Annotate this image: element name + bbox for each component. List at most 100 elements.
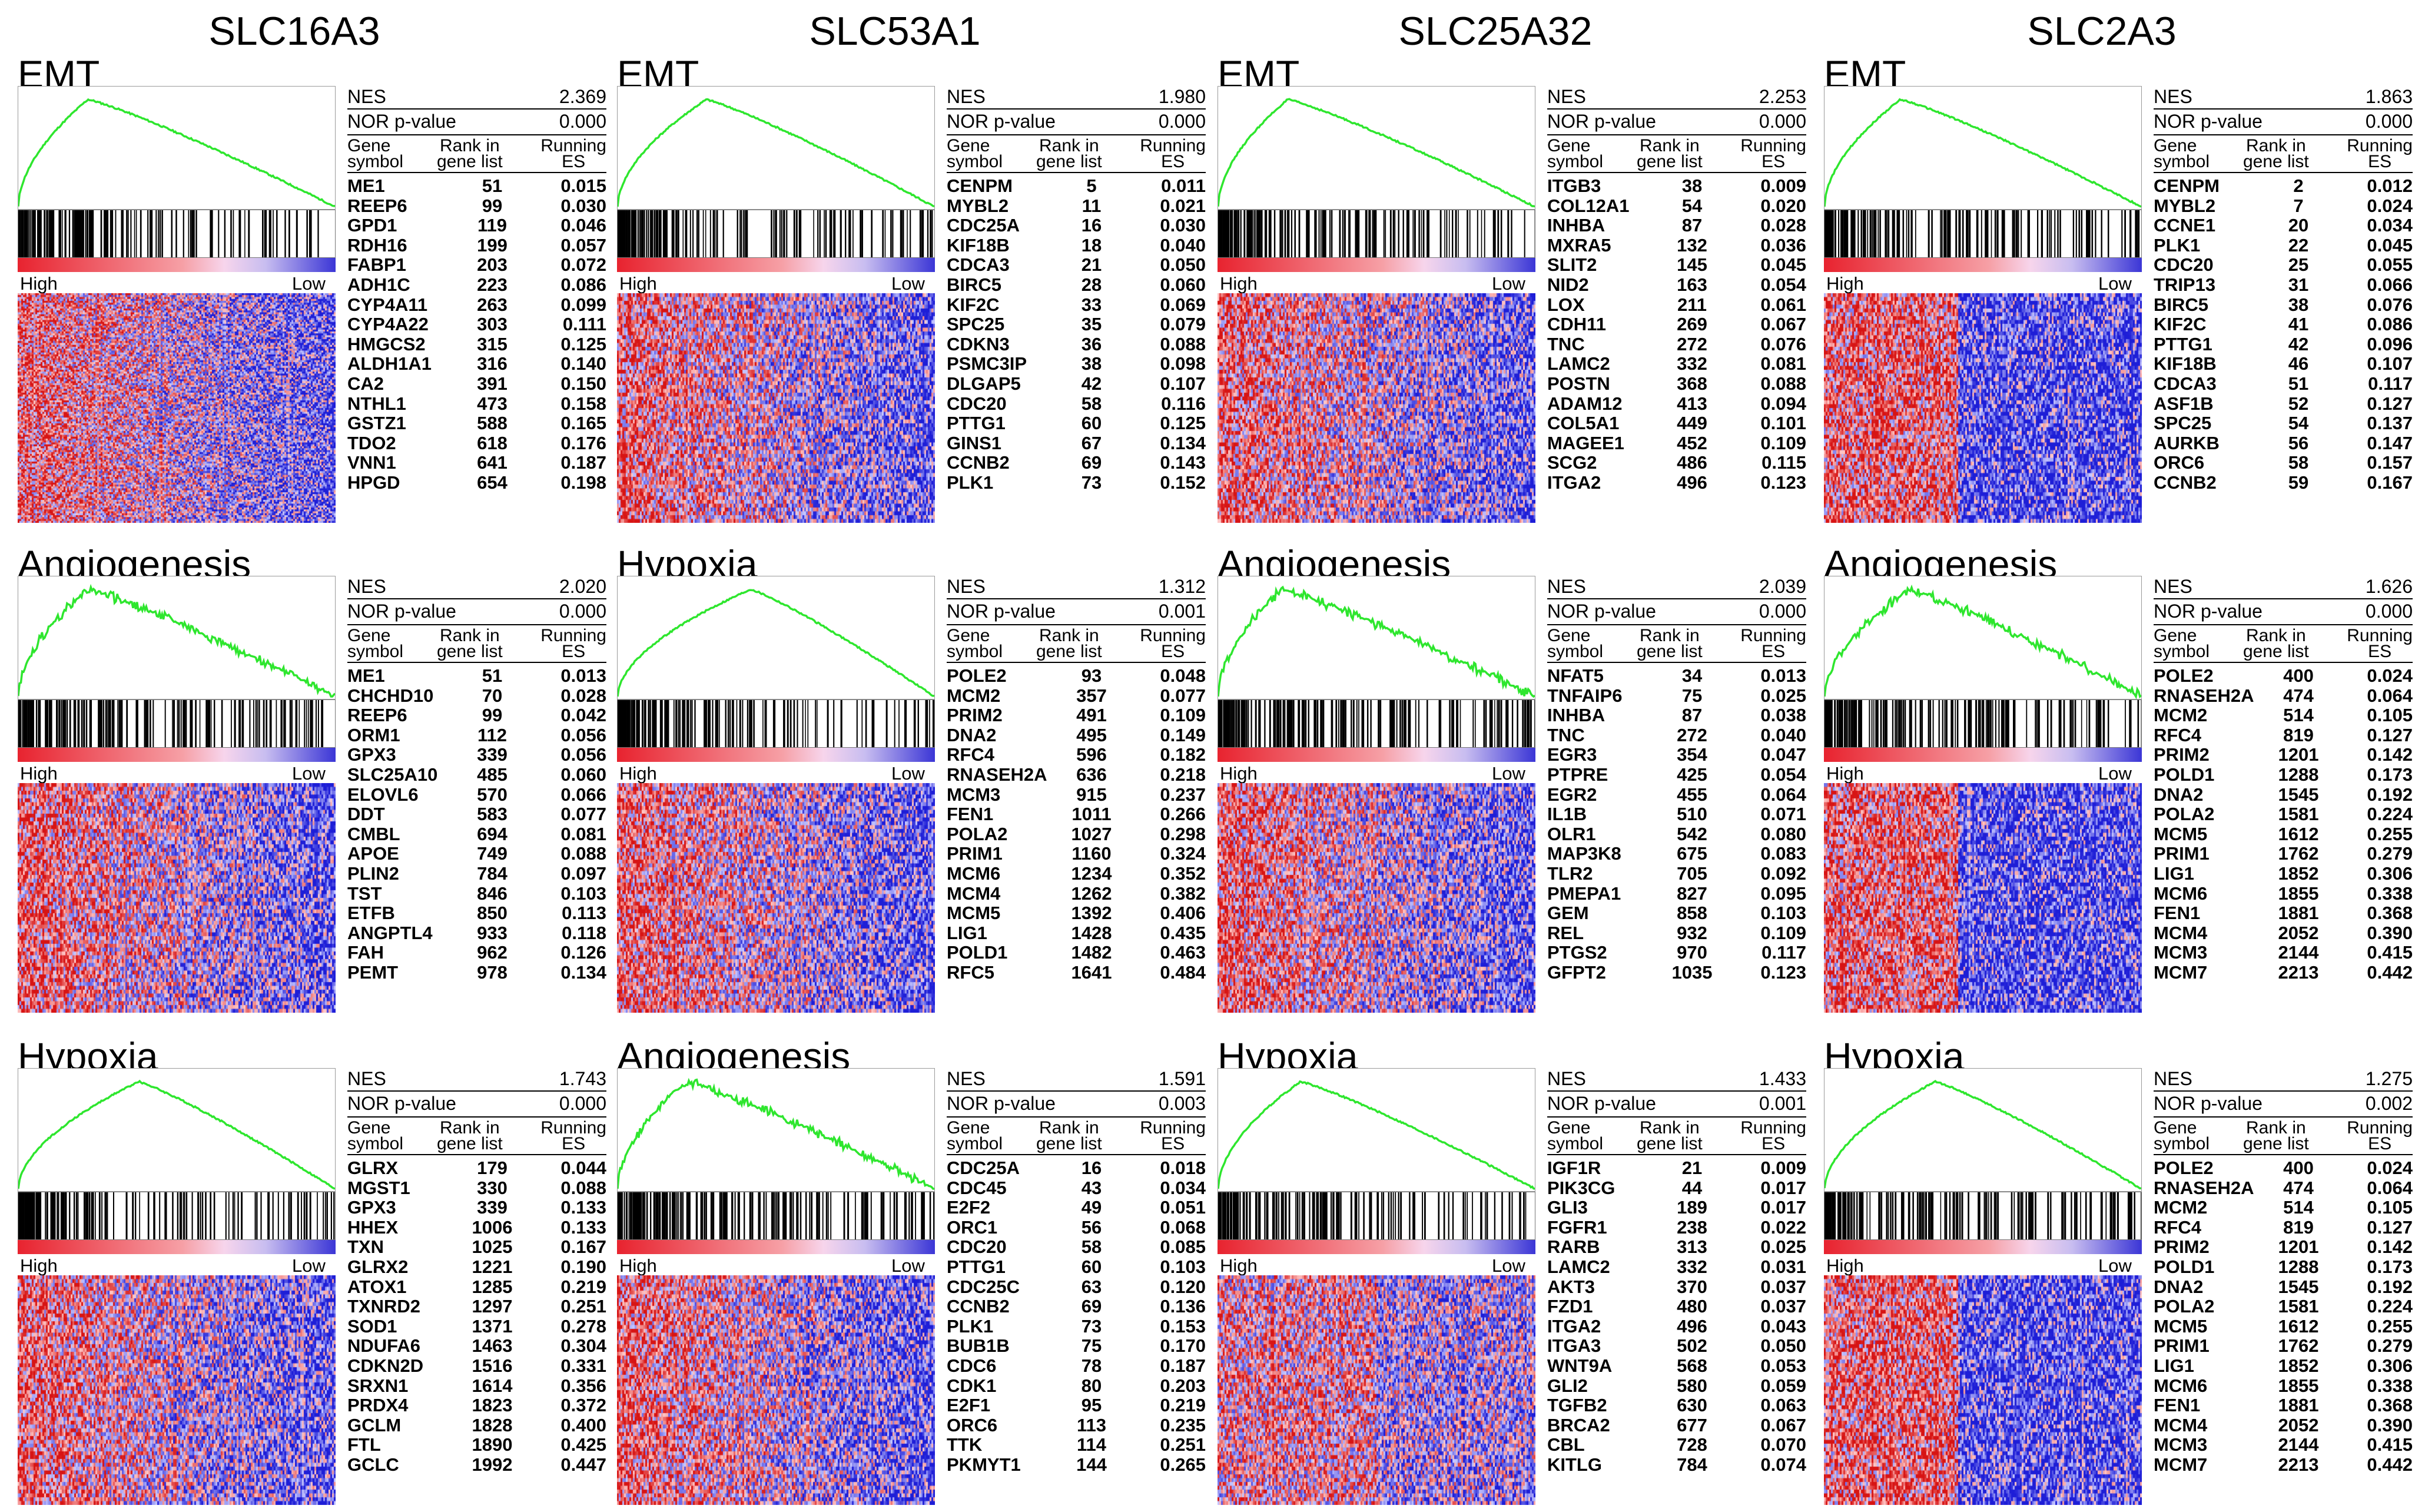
- gene-rank: 1823: [472, 1395, 513, 1416]
- gene-symbol: CDC25A: [947, 215, 1020, 236]
- low-label: Low: [1492, 763, 1525, 784]
- gene-running-es: 0.042: [560, 705, 606, 726]
- gene-row: SPC25 54 0.137: [2154, 413, 2413, 433]
- divider: [2154, 134, 2413, 135]
- gene-symbol: MCM5: [947, 903, 1001, 924]
- enrichment-score-plot: [1218, 86, 1535, 210]
- gene-rank: 473: [477, 393, 507, 414]
- gsea-panel: EMT High Low NES 2.253 NOR p-value 0.000 …: [1218, 52, 1806, 523]
- gene-rank: 18: [1081, 234, 1102, 256]
- gene-rank: 34: [1681, 665, 1703, 686]
- gene-symbol: ADAM12: [1547, 393, 1623, 414]
- gene-symbol: CHCHD10: [347, 685, 434, 706]
- gene-row: MCM3 2144 0.415: [2154, 1434, 2413, 1455]
- gene-rank: 354: [1677, 744, 1707, 765]
- gene-running-es: 0.255: [2367, 823, 2413, 844]
- gene-running-es: 0.279: [2367, 843, 2413, 864]
- gene-rank: 1262: [1071, 883, 1112, 904]
- gene-row: ATOX1 1285 0.219: [347, 1276, 606, 1297]
- gene-rank: 1828: [472, 1414, 513, 1435]
- gene-rank: 1545: [2278, 1276, 2319, 1297]
- gene-row: CDC20 58 0.116: [947, 393, 1206, 414]
- gene-row: PRDX4 1823 0.372: [347, 1395, 606, 1416]
- gene-row: PKMYT1 144 0.265: [947, 1454, 1206, 1475]
- gene-symbol: POLE2: [2154, 1158, 2214, 1178]
- gsea-panel: Hypoxia High Low NES 1.743 NOR p-value 0.…: [18, 1034, 606, 1505]
- divider: [347, 134, 606, 135]
- gene-row: TRIP13 31 0.066: [2154, 274, 2413, 295]
- gene-running-es: 0.143: [1160, 452, 1206, 473]
- gene-row: REL 932 0.109: [1547, 923, 1806, 943]
- gene-running-es: 0.012: [2367, 175, 2413, 196]
- gene-row: CDC25C 63 0.120: [947, 1276, 1206, 1297]
- gene-row: HMGCS2 315 0.125: [347, 334, 606, 354]
- gene-rank: 38: [1081, 353, 1102, 374]
- gene-running-es: 0.030: [560, 195, 606, 216]
- gene-running-es: 0.060: [1160, 274, 1206, 295]
- gene-running-es: 0.167: [560, 1236, 606, 1258]
- gene-running-es: 0.190: [560, 1256, 606, 1277]
- nes-row: NES 1.275: [2154, 1068, 2413, 1090]
- gene-rank: 1581: [2278, 1296, 2319, 1317]
- gene-row: CDCA3 51 0.117: [2154, 373, 2413, 394]
- gene-symbol: CCNB2: [947, 452, 1010, 473]
- heatmap-canvas: [617, 293, 935, 523]
- gene-running-es: 0.435: [1160, 922, 1206, 943]
- gene-row: MCM5 1612 0.255: [2154, 1316, 2413, 1337]
- gene-running-es: 0.050: [1760, 1335, 1806, 1357]
- gene-running-es: 0.086: [560, 274, 606, 295]
- stats-table: NES 1.312 NOR p-value 0.001 Gene symbol R…: [947, 576, 1206, 1013]
- divider: [2154, 1116, 2413, 1118]
- gene-rank: 455: [1677, 784, 1707, 805]
- gene-running-es: 0.235: [1160, 1414, 1206, 1435]
- gene-symbol: CDC45: [947, 1177, 1007, 1198]
- nes-value: 1.433: [1759, 1068, 1806, 1089]
- gene-rank: 42: [1081, 373, 1102, 394]
- gene-rank: 144: [1076, 1454, 1107, 1475]
- gene-row: PLIN2 784 0.097: [347, 863, 606, 884]
- header-running-es: Running ES: [1740, 626, 1806, 661]
- low-label: Low: [2098, 763, 2132, 784]
- nes-row: NES 1.626: [2154, 576, 2413, 598]
- gene-row: CYP4A22 303 0.111: [347, 314, 606, 335]
- gene-symbol: MXRA5: [1547, 234, 1611, 256]
- gene-symbol: INHBA: [1547, 705, 1605, 726]
- rank-gradient-bar: [1218, 748, 1535, 762]
- gene-rank: 33: [1081, 294, 1102, 315]
- gene-row: PSMC3IP 38 0.098: [947, 353, 1206, 374]
- leading-edge-heatmap: [1824, 293, 2142, 523]
- stats-table: NES 2.369 NOR p-value 0.000 Gene symbol R…: [347, 86, 606, 523]
- hit-barcode: [1824, 210, 2142, 258]
- gene-running-es: 0.158: [560, 393, 606, 414]
- gene-row: CDC25A 16 0.018: [947, 1158, 1206, 1178]
- gene-row: RFC5 1641 0.484: [947, 962, 1206, 983]
- heatmap-canvas: [1824, 1275, 2142, 1505]
- gene-running-es: 0.338: [2367, 883, 2413, 904]
- gene-symbol: CDCA3: [947, 254, 1010, 276]
- gene-symbol: ORC1: [947, 1216, 998, 1238]
- gene-rank: 449: [1677, 413, 1707, 434]
- gene-rank: 36: [1081, 333, 1102, 354]
- gene-running-es: 0.071: [1760, 804, 1806, 825]
- gene-symbol: MCM3: [2154, 942, 2208, 963]
- gene-row: GLI2 580 0.059: [1547, 1375, 1806, 1396]
- gene-symbol: PSMC3IP: [947, 353, 1027, 374]
- gene-running-es: 0.103: [560, 883, 606, 904]
- header-rank: Rank in gene list: [1036, 136, 1102, 171]
- gene-rank: 303: [477, 314, 507, 335]
- gene-rank: 485: [477, 764, 507, 785]
- nor-p-value: 0.000: [1759, 111, 1806, 132]
- nor-p-value: 0.000: [1759, 601, 1806, 622]
- gene-row: MCM4 1262 0.382: [947, 883, 1206, 904]
- gene-symbol: LAMC2: [1547, 353, 1610, 374]
- low-label: Low: [891, 273, 925, 294]
- rank-gradient-bar: [617, 1240, 935, 1254]
- divider: [1547, 598, 1806, 599]
- gsea-panel: EMT High Low NES 2.369 NOR p-value 0.000 …: [18, 52, 606, 523]
- gene-rank: 2213: [2278, 1454, 2319, 1475]
- nor-p-label: NOR p-value: [2154, 111, 2263, 132]
- gene-row: ITGA2 496 0.043: [1547, 1316, 1806, 1337]
- gene-row: INHBA 87 0.038: [1547, 705, 1806, 726]
- gene-rank: 819: [2283, 724, 2314, 745]
- gene-row: FEN1 1011 0.266: [947, 804, 1206, 824]
